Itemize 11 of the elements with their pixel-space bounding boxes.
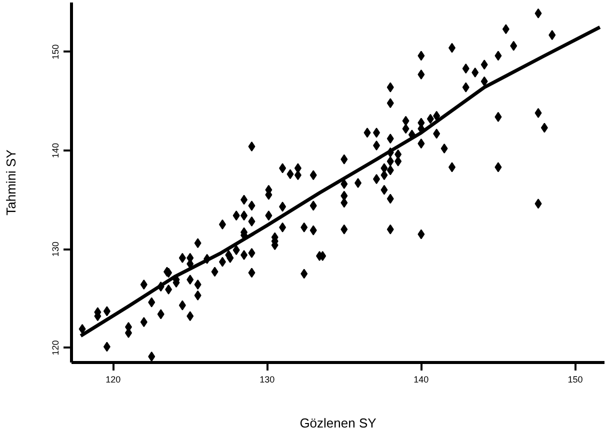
line-series <box>78 25 602 338</box>
x-tick-label: 150 <box>568 374 583 384</box>
y-axis-title: Tahmini SY <box>4 149 18 216</box>
y-tick-label: 130 <box>50 242 60 257</box>
x-tick-label: 140 <box>414 374 429 384</box>
y-tick-label: 120 <box>50 340 60 356</box>
y-tick-label: 150 <box>50 44 60 60</box>
y-tick-label: 140 <box>50 142 60 158</box>
x-tick-label: 120 <box>106 374 121 384</box>
x-tick-label: 130 <box>260 374 275 384</box>
x-axis-title: Gözlenen SY <box>300 416 377 430</box>
